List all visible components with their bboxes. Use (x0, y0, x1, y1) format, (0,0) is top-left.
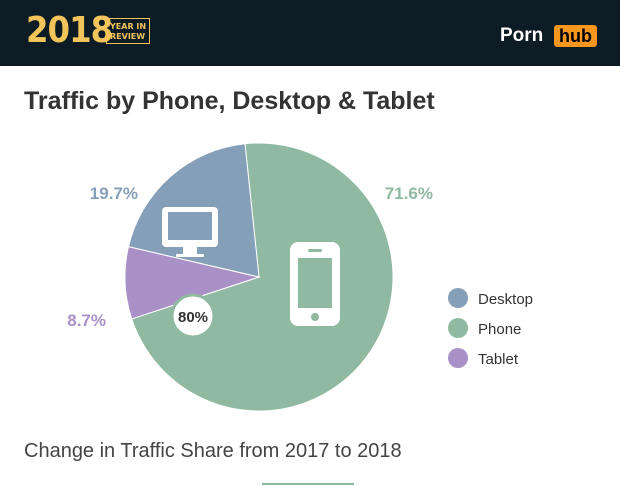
change-badge-label: 80% (178, 309, 208, 326)
phone-percent-label: 71.6% (385, 184, 433, 203)
year-in-review-line1: YEAR IN (110, 22, 147, 31)
year-in-review-badge: YEAR IN REVIEW (106, 18, 150, 44)
legend-label-tablet: Tablet (478, 351, 519, 368)
smartphone-icon (290, 242, 340, 326)
pie-slices (124, 142, 394, 412)
year-in-review-line2: REVIEW (110, 32, 146, 41)
chart-title: Traffic by Phone, Desktop & Tablet (24, 87, 435, 115)
header-banner: 2018 YEAR IN REVIEW Porn hub (0, 0, 620, 66)
legend-swatch-desktop (448, 288, 468, 308)
traffic-change-caption: Change in Traffic Share from 2017 to 201… (24, 440, 402, 462)
bottom-divider (262, 483, 354, 485)
logo-text-part1: Porn (500, 25, 544, 46)
desktop-monitor-icon (162, 207, 218, 257)
year-number: 2018 (26, 10, 113, 51)
legend-swatch-tablet (448, 348, 468, 368)
pie-slice-phone (131, 142, 394, 412)
tablet-percent-label: 8.7% (67, 311, 106, 330)
legend: Desktop Phone Tablet (448, 288, 533, 368)
desktop-percent-label: 19.7% (90, 184, 138, 203)
change-badge: 80% (170, 293, 216, 339)
legend-label-desktop: Desktop (478, 291, 533, 308)
logo-text-part2: hub (554, 25, 597, 47)
legend-label-phone: Phone (478, 321, 521, 338)
legend-swatch-phone (448, 318, 468, 338)
